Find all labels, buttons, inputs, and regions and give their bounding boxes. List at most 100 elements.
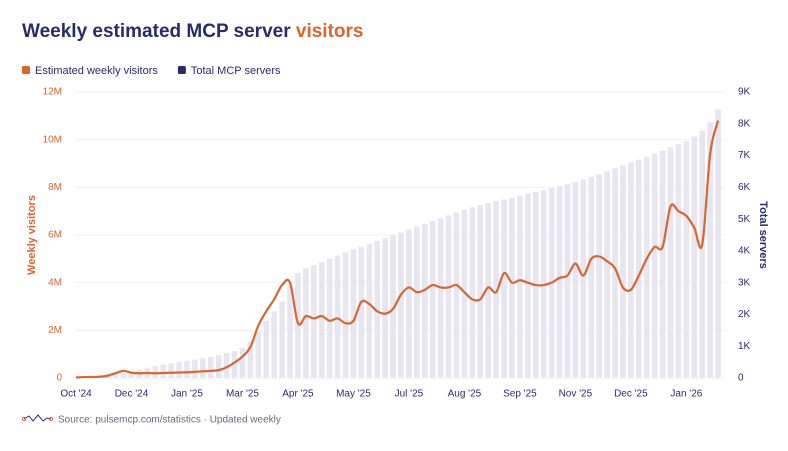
bar bbox=[564, 184, 571, 378]
x-tick-label: Jan '25 bbox=[171, 389, 203, 400]
bar bbox=[334, 255, 341, 378]
bar bbox=[128, 371, 135, 378]
bar bbox=[643, 156, 650, 378]
y2-tick-label: 5K bbox=[738, 214, 751, 225]
bar bbox=[556, 186, 563, 378]
bar bbox=[636, 159, 642, 378]
x-tick-label: Sep '25 bbox=[503, 389, 537, 400]
bar bbox=[207, 356, 214, 378]
bar bbox=[279, 301, 285, 378]
bar bbox=[374, 241, 381, 378]
y2-axis-title: Total servers bbox=[757, 201, 769, 269]
bar bbox=[469, 207, 476, 378]
bar bbox=[160, 364, 166, 378]
bar bbox=[421, 223, 428, 378]
bar bbox=[620, 165, 626, 378]
bar bbox=[667, 147, 674, 378]
x-tick-label: Dec '25 bbox=[614, 389, 648, 400]
bar bbox=[572, 181, 579, 378]
bar bbox=[287, 285, 293, 378]
y-tick-label: 0 bbox=[56, 373, 62, 384]
bar bbox=[429, 221, 436, 378]
bar bbox=[461, 209, 468, 378]
bar bbox=[176, 362, 182, 378]
bar bbox=[580, 179, 587, 378]
bar bbox=[477, 205, 484, 378]
bar bbox=[715, 109, 721, 378]
line bbox=[75, 120, 720, 379]
y2-tick-label: 0 bbox=[738, 373, 744, 384]
bar bbox=[350, 249, 357, 378]
y-axis-title: Weekly visitors bbox=[26, 195, 38, 275]
bar bbox=[659, 150, 666, 378]
bar bbox=[382, 238, 388, 378]
y2-tick-label: 4K bbox=[738, 246, 751, 257]
legend-swatch bbox=[177, 66, 186, 74]
bar bbox=[263, 320, 270, 378]
bar bbox=[231, 350, 238, 378]
bar bbox=[493, 201, 499, 378]
x-tick-label: Dec '24 bbox=[115, 389, 149, 400]
bar bbox=[200, 358, 206, 378]
y-tick-label: 10M bbox=[43, 134, 62, 145]
bar bbox=[152, 365, 159, 378]
source-note: Source: pulsemcp.com/statistics · Update… bbox=[58, 415, 281, 426]
bar bbox=[342, 252, 349, 378]
bar bbox=[223, 353, 230, 378]
bar bbox=[509, 197, 515, 378]
x-tick-label: Aug '25 bbox=[448, 389, 482, 400]
bar bbox=[683, 140, 690, 378]
bar bbox=[691, 136, 698, 378]
bar bbox=[517, 195, 523, 378]
title-main: Weekly estimated MCP server bbox=[22, 21, 291, 42]
bar bbox=[239, 347, 246, 378]
y-tick-label: 6M bbox=[48, 230, 62, 241]
bar bbox=[215, 355, 222, 378]
y2-tick-label: 2K bbox=[738, 309, 751, 320]
y-tick-label: 2M bbox=[48, 325, 62, 336]
bar bbox=[326, 258, 333, 378]
bar bbox=[445, 215, 452, 378]
bar bbox=[120, 372, 127, 378]
bar bbox=[612, 168, 618, 378]
bar bbox=[295, 273, 301, 378]
y2-tick-label: 7K bbox=[738, 150, 751, 161]
bar bbox=[501, 199, 507, 378]
bar bbox=[271, 311, 277, 378]
y-tick-label: 12M bbox=[43, 87, 62, 98]
x-tick-label: Jul '25 bbox=[395, 389, 424, 400]
bar bbox=[358, 246, 365, 378]
y2-tick-label: 1K bbox=[738, 341, 751, 352]
bar bbox=[255, 331, 262, 378]
bar bbox=[596, 173, 602, 378]
bar bbox=[366, 243, 373, 378]
y2-tick-label: 6K bbox=[738, 182, 751, 193]
x-tick-label: May '25 bbox=[336, 389, 371, 400]
legend-label: Total MCP servers bbox=[191, 65, 281, 77]
bar bbox=[414, 226, 420, 378]
y2-tick-label: 3K bbox=[738, 277, 751, 288]
x-tick-label: Oct '24 bbox=[60, 389, 92, 400]
bar bbox=[588, 176, 595, 378]
bar bbox=[437, 218, 444, 378]
x-tick-label: Mar '25 bbox=[226, 389, 259, 400]
chart-title: Weekly estimated MCP server visitors bbox=[22, 21, 363, 42]
title-highlight: visitors bbox=[296, 21, 364, 42]
bar bbox=[192, 359, 198, 378]
bar bbox=[699, 130, 706, 378]
bar bbox=[453, 212, 460, 378]
bar bbox=[318, 262, 325, 378]
y-tick-label: 4M bbox=[48, 277, 62, 288]
bar bbox=[184, 360, 190, 378]
legend-swatch bbox=[22, 66, 30, 74]
bar bbox=[485, 203, 491, 378]
x-tick-label: Apr '25 bbox=[282, 389, 314, 400]
y2-tick-label: 9K bbox=[738, 87, 751, 98]
bar bbox=[628, 162, 634, 378]
bar bbox=[406, 229, 412, 378]
bar bbox=[390, 235, 396, 378]
bar bbox=[707, 122, 713, 378]
bar bbox=[168, 363, 174, 378]
